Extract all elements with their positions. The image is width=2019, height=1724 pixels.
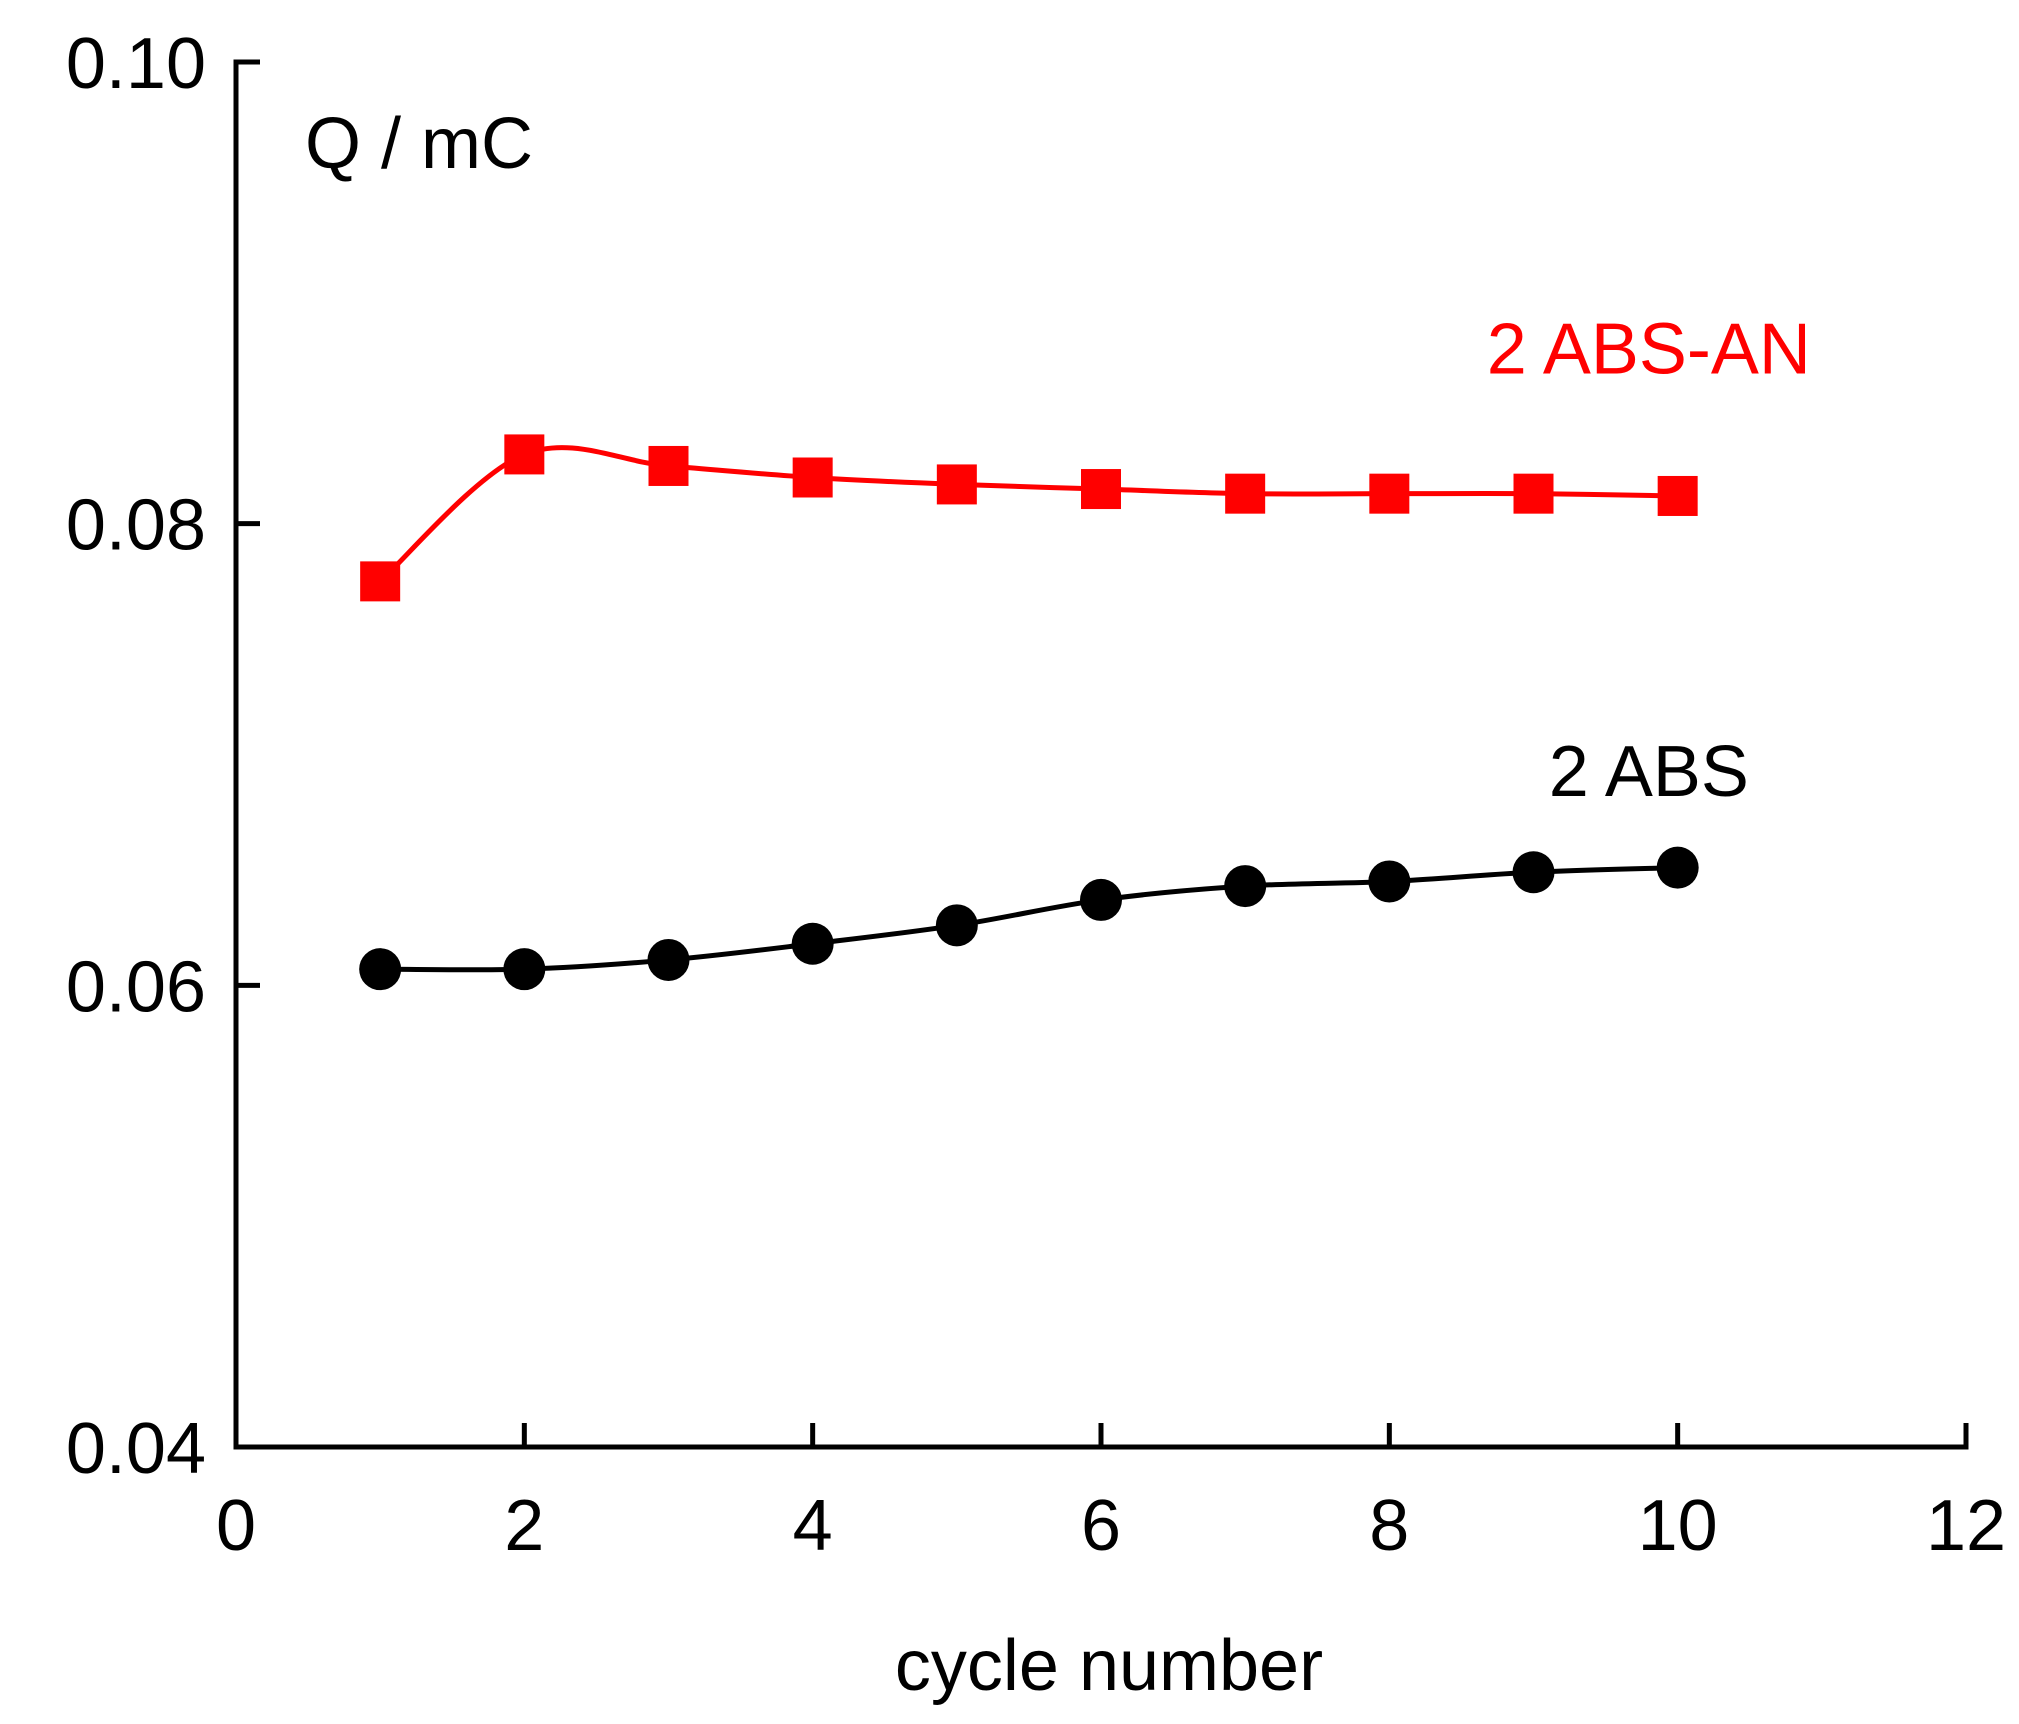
x-tick-label: 12: [1926, 1486, 2006, 1566]
y-tick-label: 0.06: [66, 947, 206, 1027]
data-point: [1368, 860, 1411, 903]
data-point: [791, 922, 834, 965]
series-line: [377, 865, 1681, 973]
series-label: 2 ABS: [1549, 732, 1749, 812]
data-point: [792, 457, 833, 498]
series-2-abs-an: 2 ABS-AN: [360, 310, 1811, 602]
x-tick-label: 0: [216, 1486, 256, 1566]
data-point: [1081, 469, 1121, 510]
data-point: [1656, 846, 1699, 889]
data-point: [647, 938, 690, 981]
data-point: [936, 464, 977, 505]
x-tick-label: 2: [504, 1486, 544, 1566]
data-point: [648, 445, 689, 486]
y-axis-title: Q / mC: [305, 104, 533, 184]
y-tick-label: 0.08: [66, 486, 206, 566]
series-group: 2 ABS-AN 2 ABS: [359, 310, 1811, 991]
data-point: [360, 561, 401, 602]
y-ticks: 0.04 0.06 0.08 0.10: [66, 24, 260, 1489]
data-point: [1369, 473, 1410, 514]
data-point: [1224, 865, 1267, 908]
data-point: [503, 948, 546, 991]
x-tick-label: 8: [1369, 1486, 1409, 1566]
data-point: [935, 904, 978, 947]
data-point: [359, 948, 402, 991]
data-point: [1657, 475, 1698, 516]
series-label: 2 ABS-AN: [1487, 310, 1811, 390]
data-point: [1512, 851, 1555, 894]
data-point: [1080, 878, 1122, 921]
x-tick-label: 6: [1081, 1486, 1121, 1566]
x-axis-title: cycle number: [895, 1626, 1323, 1706]
series-2-abs: 2 ABS: [359, 732, 1749, 991]
x-tick-label: 10: [1638, 1486, 1718, 1566]
y-tick-label: 0.04: [66, 1409, 206, 1489]
data-point: [504, 434, 545, 475]
series-line: [377, 445, 1681, 584]
y-tick-label: 0.10: [66, 24, 206, 104]
data-point: [1513, 473, 1554, 514]
data-point: [1225, 473, 1266, 514]
x-ticks: 0 2 4 6 8 10 12: [216, 1423, 2006, 1566]
x-tick-label: 4: [793, 1486, 833, 1566]
